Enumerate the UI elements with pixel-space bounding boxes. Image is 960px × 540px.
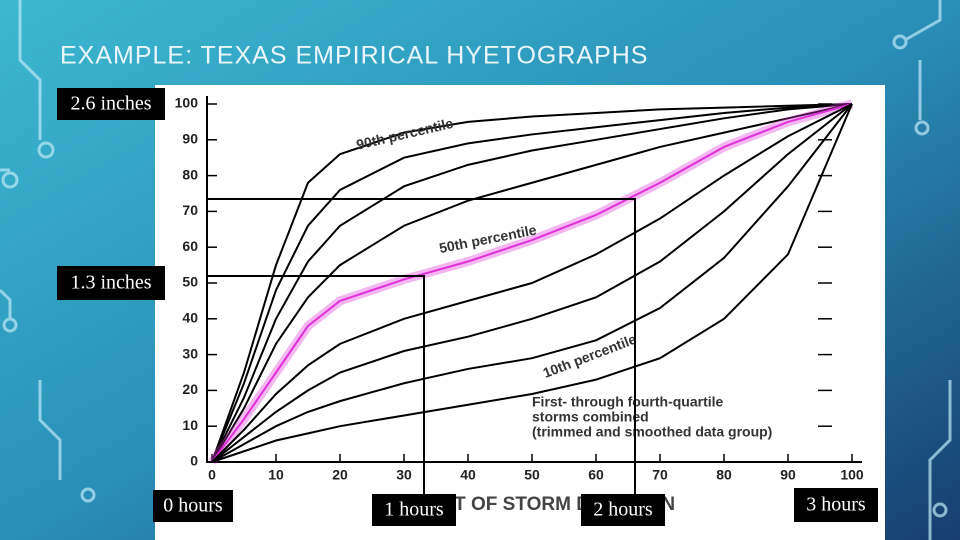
y-tick-label: 60 xyxy=(182,238,198,254)
series-line xyxy=(211,103,853,463)
y-tick-label: 90 xyxy=(182,131,198,147)
series-line xyxy=(211,103,853,463)
callout-box xyxy=(581,494,665,526)
x-tick-label: 50 xyxy=(524,467,540,483)
callouts: 2.6 inches 1.3 inches 0 hours 1 hours 2 hour… xyxy=(57,88,878,526)
series-line xyxy=(211,103,853,463)
x-tick-label: 70 xyxy=(652,467,668,483)
x-tick-label: 30 xyxy=(396,467,412,483)
x-tick-label: 90 xyxy=(780,467,796,483)
x-tick-label: 0 xyxy=(208,467,216,483)
callout-text: 1.3 inches xyxy=(70,272,151,294)
series-line xyxy=(211,103,853,463)
y-tick-label: 70 xyxy=(182,202,198,218)
series-line xyxy=(211,103,853,463)
callout-text: 3 hours xyxy=(806,494,866,516)
x-tick-label: 80 xyxy=(716,467,732,483)
note-line: storms combined xyxy=(532,409,649,425)
callout-box xyxy=(57,266,165,300)
y-tick-label: 10 xyxy=(182,417,198,433)
guide-line xyxy=(207,275,425,520)
note-line: (trimmed and smoothed data group) xyxy=(532,424,772,440)
guide-line xyxy=(207,198,636,520)
y-tick-label: 80 xyxy=(182,166,198,182)
x-tick-label: 10 xyxy=(268,467,284,483)
y-tick-label: 0 xyxy=(190,453,198,469)
y-tick-label: 30 xyxy=(182,345,198,361)
callout-text: 2.6 inches xyxy=(70,93,151,115)
note-line: First- through fourth-quartile xyxy=(532,394,724,410)
callout-box xyxy=(372,494,456,526)
y-tick-label: 100 xyxy=(175,95,199,111)
y-tick-label: 40 xyxy=(182,310,198,326)
y-tick-label: 20 xyxy=(182,381,198,397)
callout-box xyxy=(153,490,233,522)
slide-title: EXAMPLE: TEXAS EMPIRICAL HYETOGRAPHS xyxy=(60,42,648,70)
callout-text: 1 hours xyxy=(384,499,444,521)
x-tick-label: 40 xyxy=(460,467,476,483)
callout-box xyxy=(794,488,878,522)
callout-text: 2 hours xyxy=(593,499,653,521)
chart-image xyxy=(155,85,885,540)
x-tick-label: 60 xyxy=(588,467,604,483)
callout-box xyxy=(57,88,165,120)
callout-text: 0 hours xyxy=(163,495,223,517)
guide-lines xyxy=(207,198,636,520)
series-line xyxy=(211,103,853,463)
x-tick-label: 100 xyxy=(840,467,864,483)
x-tick-label: 20 xyxy=(332,467,348,483)
series-line xyxy=(211,103,853,463)
series-line xyxy=(211,103,853,463)
y-tick-label: 50 xyxy=(182,274,198,290)
series-line xyxy=(211,103,853,463)
